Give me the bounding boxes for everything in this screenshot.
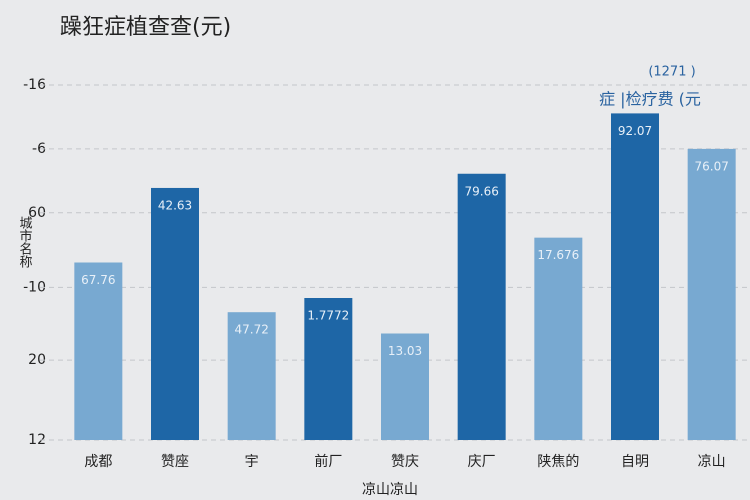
x-tick-label: 成都 <box>84 454 112 470</box>
bar <box>74 262 123 440</box>
x-tick-label: 赞座 <box>161 454 189 470</box>
bar <box>304 298 353 440</box>
annotation: (1271 ) <box>648 65 695 80</box>
x-tick-label: 自明 <box>621 454 649 470</box>
x-tick-label: 庆厂 <box>468 454 496 470</box>
x-tick-label: 陕焦的 <box>537 454 579 470</box>
y-tick-label: 12 <box>28 432 46 448</box>
chart-title: 躁狂症植查查(元) <box>60 15 231 40</box>
bar-label: 79.66 <box>464 184 498 198</box>
bar <box>227 312 276 440</box>
y-tick-label: -6 <box>32 141 46 157</box>
y-tick-label: 20 <box>28 352 46 368</box>
x-tick-label: 凉山 <box>698 454 726 470</box>
bar <box>611 113 659 441</box>
x-tick-label: 赞庆 <box>391 454 419 470</box>
bar-label: 92.07 <box>618 124 652 138</box>
y-axis-label: 城市名称 <box>17 216 33 268</box>
bar-label: 13.03 <box>388 344 422 358</box>
annotation: 症 |检疗费 (元 <box>599 90 701 109</box>
x-tick-label: 宇 <box>245 454 259 470</box>
x-axis-label: 凉山凉山 <box>362 482 418 498</box>
bar-label: 76.07 <box>694 159 728 173</box>
bar-label: 47.72 <box>234 323 268 337</box>
bar <box>381 333 429 440</box>
x-tick-label: 前厂 <box>314 453 342 470</box>
bar-label: 42.63 <box>158 198 192 212</box>
y-tick-label: -16 <box>23 77 46 93</box>
bar-label: 67.76 <box>81 273 115 287</box>
bar <box>151 187 199 440</box>
y-tick-label: 60 <box>28 205 46 221</box>
y-tick-label: -10 <box>23 279 46 295</box>
bar <box>534 237 583 440</box>
bar-label: 1.7772 <box>307 309 349 323</box>
bar <box>457 173 506 440</box>
bar-label: 17.676 <box>537 248 579 262</box>
bar <box>687 148 736 440</box>
